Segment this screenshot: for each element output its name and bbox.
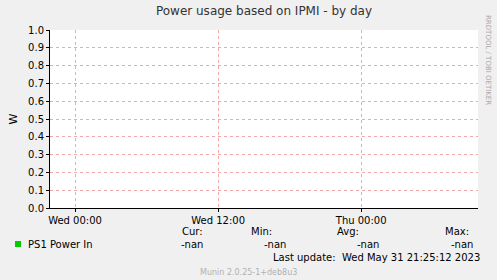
- svg-text:Max:: Max:: [445, 226, 469, 237]
- svg-text:0.4: 0.4: [28, 131, 44, 142]
- svg-text:0.8: 0.8: [28, 60, 44, 71]
- svg-text:Last update: Wed May 31 21:25: Last update: Wed May 31 21:25:12 2023: [273, 252, 480, 263]
- svg-text:Avg:: Avg:: [337, 226, 359, 237]
- svg-text:Wed 12:00: Wed 12:00: [191, 215, 245, 226]
- svg-text:PS1 Power In: PS1 Power In: [28, 239, 93, 250]
- svg-text:Cur:: Cur:: [182, 226, 203, 237]
- svg-text:RRDTOOL / TOBI OETIKER: RRDTOOL / TOBI OETIKER: [484, 15, 492, 105]
- svg-text:Wed 00:00: Wed 00:00: [48, 215, 102, 226]
- svg-text:-nan: -nan: [451, 239, 473, 250]
- svg-text:0.1: 0.1: [28, 185, 44, 196]
- svg-text:0.6: 0.6: [28, 96, 44, 107]
- svg-text:0.0: 0.0: [28, 203, 44, 214]
- svg-text:W: W: [7, 113, 20, 124]
- svg-text:0.2: 0.2: [28, 167, 44, 178]
- svg-text:0.7: 0.7: [28, 78, 44, 89]
- svg-text:-nan: -nan: [357, 239, 379, 250]
- svg-text:0.5: 0.5: [28, 114, 44, 125]
- svg-text:Munin 2.0.25-1+deb8u3: Munin 2.0.25-1+deb8u3: [200, 268, 297, 277]
- svg-text:-nan: -nan: [264, 239, 286, 250]
- svg-text:-nan: -nan: [181, 239, 203, 250]
- svg-text:0.9: 0.9: [28, 42, 44, 53]
- svg-text:Min:: Min:: [251, 226, 272, 237]
- svg-text:Thu 00:00: Thu 00:00: [335, 215, 387, 226]
- svg-text:0.3: 0.3: [28, 149, 44, 160]
- svg-text:1.0: 1.0: [28, 25, 44, 36]
- svg-text:Power usage based on IPMI - by: Power usage based on IPMI - by day: [156, 4, 372, 18]
